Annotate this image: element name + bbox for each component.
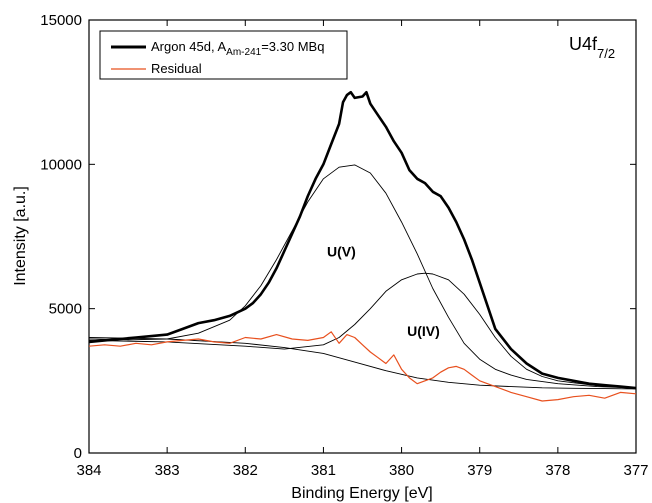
series-background (88, 337, 637, 390)
y-tick-label: 10000 (40, 156, 82, 173)
x-axis-title: Binding Energy [eV] (291, 485, 432, 502)
tick-layer: 384 383 382 381 380 379 378 377 0 5000 10000 15000 (40, 12, 648, 479)
legend-box (99, 30, 348, 80)
series-layer (88, 90, 637, 402)
x-tick-label: 381 (311, 462, 336, 479)
corner-label: U4f7/2 (569, 34, 615, 61)
corner-label-main: U4f (569, 34, 598, 54)
x-tick-label: 377 (623, 462, 648, 479)
y-axis-title: Intensity [a.u.] (12, 186, 29, 286)
y-tick-label: 15000 (40, 12, 82, 29)
legend-label-measured-prefix: Argon 45d, A (151, 39, 226, 54)
x-tick-label: 383 (155, 462, 180, 479)
plot-frame (88, 19, 637, 454)
annotation-u-iv: U(IV) (407, 323, 440, 339)
annotation-u-v: U(V) (327, 244, 356, 260)
legend: Argon 45d, AAm-241=3.30 MBq Residual (99, 30, 348, 80)
series-residual (88, 331, 637, 402)
y-tick-label: 5000 (49, 301, 82, 318)
x-tick-label: 379 (467, 462, 492, 479)
x-tick-label: 384 (76, 462, 101, 479)
x-tick-label: 378 (545, 462, 570, 479)
legend-label-residual: Residual (151, 61, 202, 76)
corner-label-sub: 7/2 (597, 46, 615, 61)
legend-label-measured-suffix: =3.30 MBq (261, 39, 324, 54)
x-tick-label: 382 (233, 462, 258, 479)
series-measured (88, 90, 637, 390)
x-tick-label: 380 (389, 462, 414, 479)
legend-label-measured: Argon 45d, AAm-241=3.30 MBq (151, 39, 324, 58)
series-fit-u-v (88, 164, 637, 389)
legend-label-measured-sub: Am-241 (226, 47, 261, 58)
series-fit-u-iv (88, 272, 637, 389)
y-tick-label: 0 (74, 445, 82, 462)
